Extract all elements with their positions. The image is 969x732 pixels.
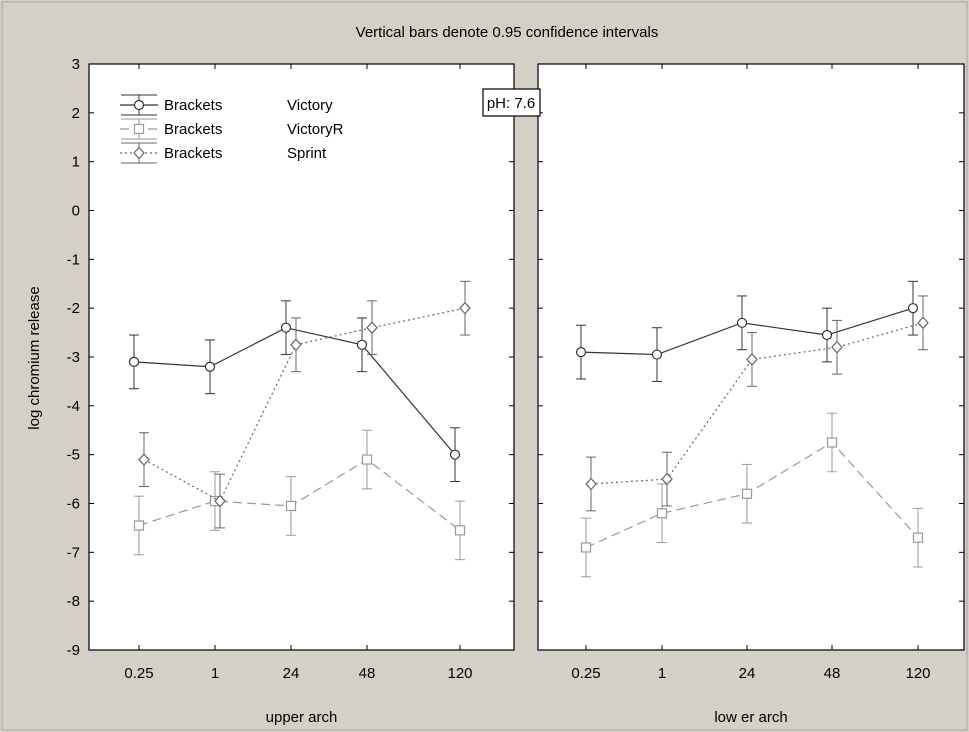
data-point bbox=[135, 521, 144, 530]
y-tick-label: -9 bbox=[67, 642, 80, 659]
data-point bbox=[909, 304, 918, 313]
legend-label-col2: Sprint bbox=[287, 145, 327, 162]
data-point bbox=[658, 509, 667, 518]
data-point bbox=[823, 331, 832, 340]
y-tick-label: -7 bbox=[67, 544, 80, 561]
legend-marker bbox=[135, 125, 144, 134]
y-axis-label: log chromium release bbox=[26, 286, 43, 429]
y-tick-label: 2 bbox=[72, 105, 80, 122]
y-tick-label: -3 bbox=[67, 349, 80, 366]
x-tick-label: 1 bbox=[211, 665, 219, 682]
x-tick-label: 120 bbox=[447, 665, 472, 682]
y-tick-label: -5 bbox=[67, 447, 80, 464]
x-tick-label: 24 bbox=[739, 665, 756, 682]
data-point bbox=[456, 526, 465, 535]
x-tick-label: 0.25 bbox=[124, 665, 153, 682]
ph-annotation: pH: 7.6 bbox=[483, 89, 540, 116]
legend-label-col2: VictoryR bbox=[287, 121, 344, 138]
ph-annotation-text: pH: 7.6 bbox=[487, 95, 535, 112]
y-tick-label: 0 bbox=[72, 203, 80, 220]
y-tick-label: -2 bbox=[67, 300, 80, 317]
data-point bbox=[743, 489, 752, 498]
data-point bbox=[582, 543, 591, 552]
x-tick-label: 1 bbox=[658, 665, 666, 682]
legend-label-col2: Victory bbox=[287, 97, 333, 114]
data-point bbox=[451, 450, 460, 459]
data-point bbox=[363, 455, 372, 464]
x-tick-label: 120 bbox=[905, 665, 930, 682]
x-axis-label-2: low er arch bbox=[714, 709, 787, 726]
legend-label-col1: Brackets bbox=[164, 145, 222, 162]
data-point bbox=[287, 501, 296, 510]
data-point bbox=[130, 357, 139, 366]
y-tick-label: -8 bbox=[67, 593, 80, 610]
x-tick-label: 48 bbox=[824, 665, 841, 682]
data-point bbox=[738, 318, 747, 327]
data-point bbox=[206, 362, 215, 371]
y-tick-label: -1 bbox=[67, 251, 80, 268]
data-point bbox=[828, 438, 837, 447]
data-point bbox=[914, 533, 923, 542]
x-tick-label: 0.25 bbox=[571, 665, 600, 682]
y-tick-label: -6 bbox=[67, 496, 80, 513]
data-point bbox=[653, 350, 662, 359]
data-point bbox=[577, 348, 586, 357]
y-tick-label: 3 bbox=[72, 56, 80, 73]
x-tick-label: 24 bbox=[283, 665, 300, 682]
legend-marker bbox=[135, 101, 144, 110]
x-tick-label: 48 bbox=[359, 665, 376, 682]
y-tick-label: -4 bbox=[67, 398, 80, 415]
y-tick-label: 1 bbox=[72, 154, 80, 171]
data-point bbox=[358, 340, 367, 349]
x-axis-label-1: upper arch bbox=[266, 709, 338, 726]
data-point bbox=[282, 323, 291, 332]
legend-label-col1: Brackets bbox=[164, 97, 222, 114]
chart-title: Vertical bars denote 0.95 confidence int… bbox=[356, 24, 659, 41]
legend-label-col1: Brackets bbox=[164, 121, 222, 138]
